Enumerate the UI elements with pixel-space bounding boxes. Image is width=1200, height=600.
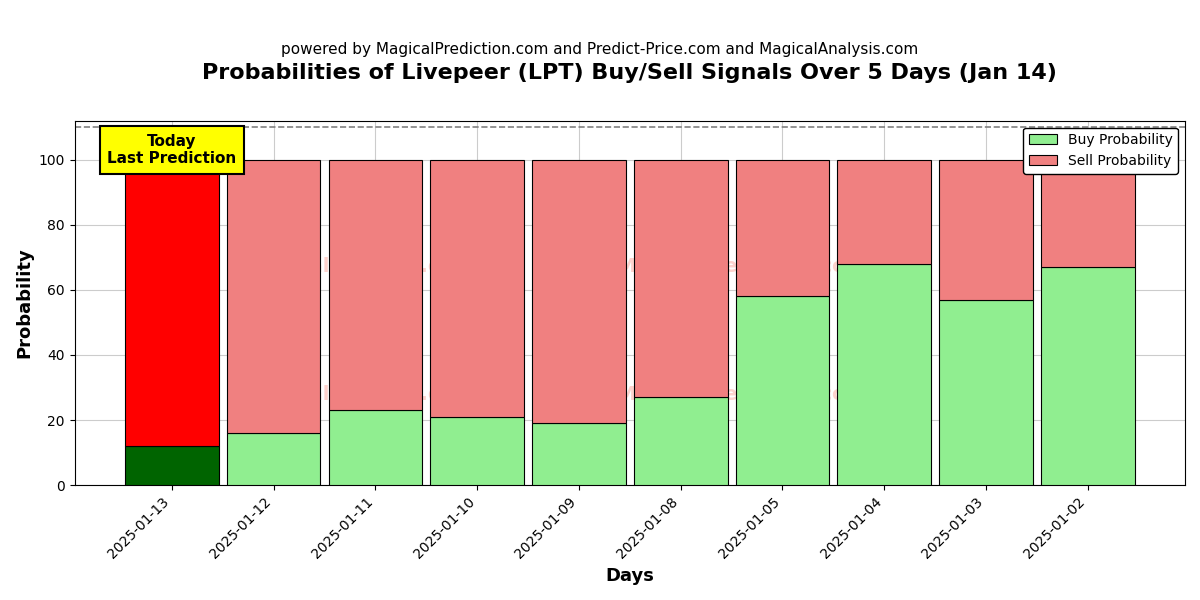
Bar: [532, 424, 625, 485]
Bar: [431, 417, 524, 485]
Text: MagicalPrediction.com: MagicalPrediction.com: [616, 385, 865, 404]
Bar: [838, 160, 931, 264]
Bar: [736, 296, 829, 485]
Text: MagicalPrediction.com: MagicalPrediction.com: [616, 257, 865, 276]
Bar: [736, 160, 829, 296]
Bar: [634, 160, 727, 397]
Bar: [1040, 267, 1134, 485]
Bar: [1040, 160, 1134, 267]
Bar: [940, 299, 1033, 485]
Bar: [227, 433, 320, 485]
Bar: [431, 160, 524, 417]
Bar: [125, 160, 218, 446]
Bar: [940, 160, 1033, 299]
Bar: [532, 160, 625, 424]
Bar: [838, 264, 931, 485]
Text: calAnalysis.com: calAnalysis.com: [298, 257, 473, 276]
Legend: Buy Probability, Sell Probability: Buy Probability, Sell Probability: [1024, 128, 1178, 173]
Bar: [634, 397, 727, 485]
Text: calAnalysis.com: calAnalysis.com: [298, 385, 473, 404]
Bar: [227, 160, 320, 433]
Bar: [329, 160, 422, 410]
Bar: [329, 410, 422, 485]
Y-axis label: Probability: Probability: [16, 248, 34, 358]
Title: Probabilities of Livepeer (LPT) Buy/Sell Signals Over 5 Days (Jan 14): Probabilities of Livepeer (LPT) Buy/Sell…: [203, 63, 1057, 83]
Text: powered by MagicalPrediction.com and Predict-Price.com and MagicalAnalysis.com: powered by MagicalPrediction.com and Pre…: [281, 42, 919, 57]
Text: Today
Last Prediction: Today Last Prediction: [107, 134, 236, 166]
X-axis label: Days: Days: [605, 567, 654, 585]
Bar: [125, 446, 218, 485]
